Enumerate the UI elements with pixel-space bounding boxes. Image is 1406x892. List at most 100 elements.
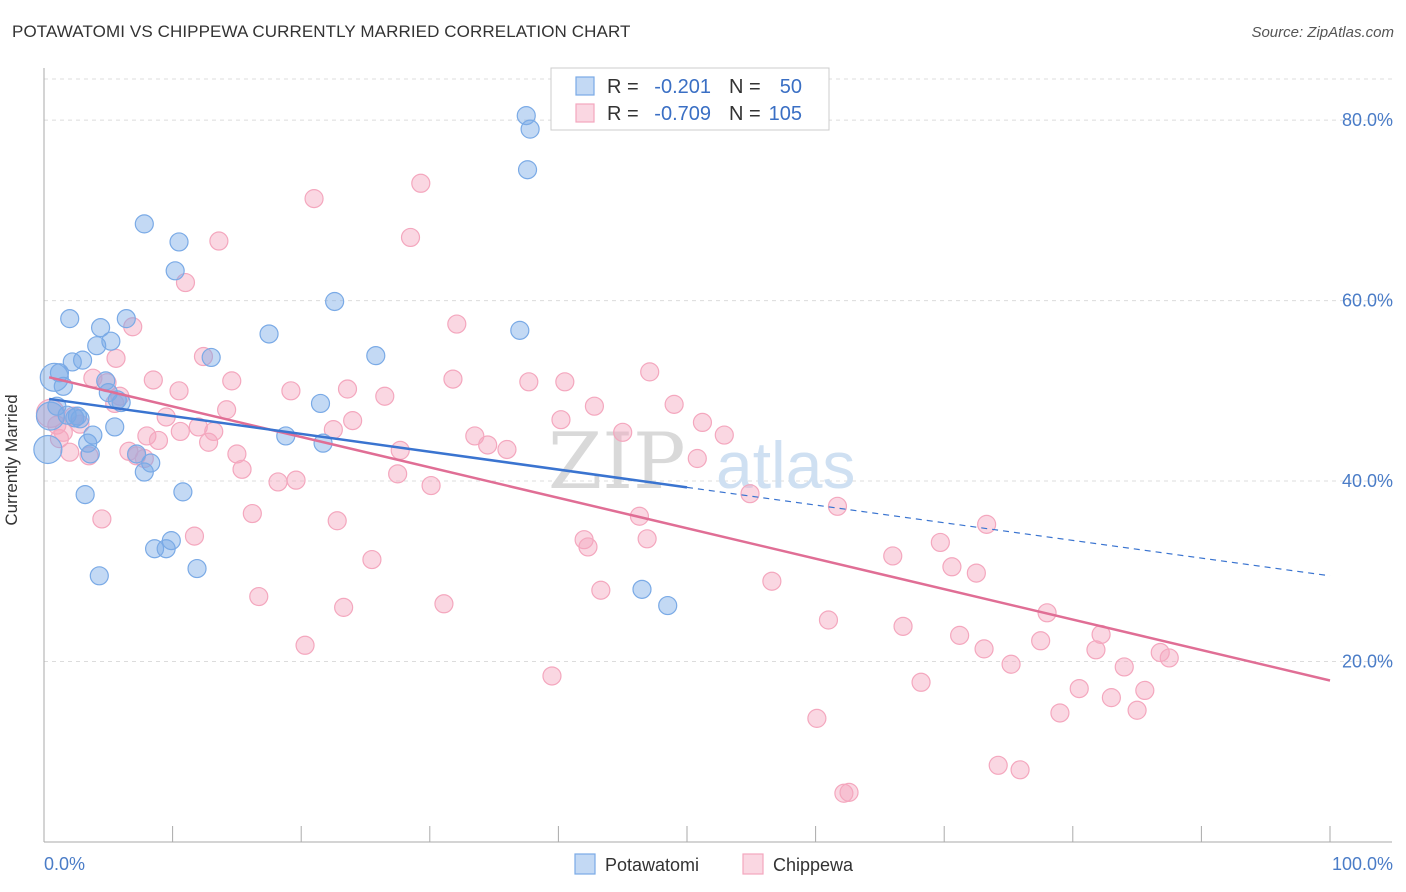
data-point [658,595,678,616]
data-point [950,625,970,645]
data-point [75,484,95,505]
data-point [411,173,431,193]
data-point [193,346,214,367]
data-point [390,440,410,460]
trend-lines [48,376,1331,682]
stats-r-value: -0.201 [654,76,711,98]
data-point [1086,640,1106,660]
data-point [188,417,208,437]
data-point [930,532,950,553]
y-tick-label: 60.0% [1342,291,1393,311]
x-tick-label: 0.0% [44,854,85,874]
data-point [67,406,88,426]
watermark-zip: ZIP [548,417,686,507]
data-point [578,537,598,557]
data-point [1150,642,1170,663]
data-point [90,318,111,338]
data-point [281,381,301,401]
data-point [148,430,169,451]
data-point [143,370,163,390]
data-point [632,579,652,599]
chart-title: POTAWATOMI VS CHIPPEWA CURRENTLY MARRIED… [12,22,631,41]
data-point [327,511,347,531]
data-point [92,509,112,529]
data-point [1001,654,1021,674]
data-point [1050,703,1070,723]
data-point [89,566,109,586]
data-point [209,231,229,251]
data-point [1069,678,1089,699]
stats-n-value: 105 [769,103,802,125]
data-point [637,529,657,549]
data-point [434,594,454,614]
data-point [883,546,903,566]
data-point [80,444,100,464]
data-point [141,453,161,473]
data-point [227,444,247,464]
data-point [1010,760,1030,780]
data-point [169,232,189,252]
data-point [478,435,498,455]
data-point [362,549,382,570]
data-point [165,261,185,281]
data-point [33,434,63,465]
data-point [72,350,93,370]
data-point [974,639,994,659]
data-point [60,309,80,329]
data-point [144,539,165,559]
data-point [839,782,859,802]
data-point [169,381,189,401]
stats-box-frame [550,67,830,131]
stats-r-label: R = [607,76,639,98]
data-point [286,470,306,490]
data-point [105,417,125,437]
data-point [517,160,538,180]
data-point [966,563,986,583]
data-point [516,106,536,126]
data-point [762,571,782,591]
data-point [126,444,147,464]
gridlines [44,78,1392,663]
data-point [1031,631,1051,651]
axes [43,68,1392,843]
data-point [106,348,126,368]
chippewa-trend-line [48,376,1331,682]
data-point [173,482,193,502]
data-point [375,386,395,406]
y-tick-label: 80.0% [1342,110,1393,130]
data-point [1101,688,1121,708]
data-point [988,755,1008,775]
data-point [1135,680,1155,701]
stats-legend: R = -0.201 N = 50 R = -0.709 N = 105 [550,67,830,131]
data-point [421,475,441,496]
legend-swatch [742,853,764,875]
tick-labels: 20.0% 40.0% 60.0% 80.0% 0.0% 100.0% [44,110,1393,874]
y-tick-label: 20.0% [1342,652,1393,672]
stats-n-label: N = [729,76,761,98]
data-point [519,372,539,392]
data-point [692,412,713,433]
chart-source: Source: ZipAtlas.com [1251,24,1394,41]
data-point [510,320,530,340]
data-point [740,484,760,504]
data-point [343,411,363,431]
data-point [1159,648,1179,668]
data-point [807,708,827,728]
data-point [977,514,997,534]
data-point [204,421,224,442]
data-point [268,472,288,492]
data-point [35,401,66,431]
y-tick-label: 40.0% [1342,471,1393,491]
data-point [366,346,386,366]
data-point [259,324,279,344]
data-point [137,426,157,446]
data-point [388,464,408,484]
data-point [116,309,136,329]
chippewa-points [35,173,1179,803]
legend-label: Chippewa [773,855,854,875]
data-point [83,425,103,445]
stats-r-value: -0.709 [654,103,711,125]
stats-swatch [575,76,595,96]
stats-n-label: N = [729,103,761,125]
series-legend: Potawatomi Chippewa [574,853,854,875]
